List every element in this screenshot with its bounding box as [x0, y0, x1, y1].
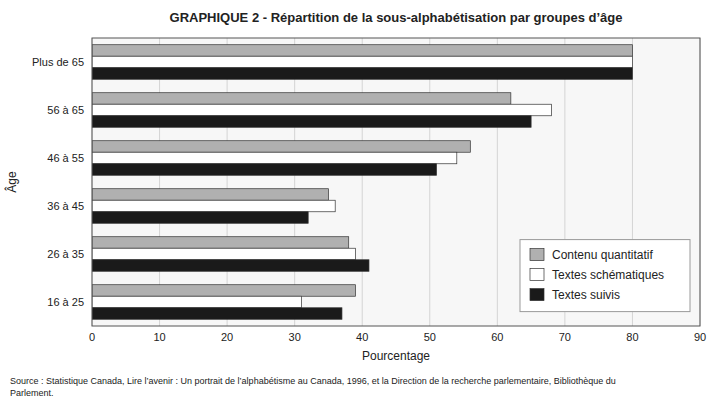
- bar: [92, 45, 632, 57]
- y-tick-label: Plus de 65: [32, 56, 84, 68]
- legend-swatch: [530, 289, 544, 301]
- bar: [92, 152, 457, 164]
- bar: [92, 104, 551, 116]
- x-tick-label: 50: [424, 331, 436, 343]
- x-tick-label: 20: [221, 331, 233, 343]
- bar: [92, 237, 349, 249]
- legend-swatch: [530, 269, 544, 281]
- y-axis-label: Âge: [4, 171, 19, 193]
- source-note: Parlement.: [10, 388, 54, 398]
- y-tick-label: 46 à 55: [47, 152, 84, 164]
- grid-line: [497, 38, 498, 326]
- plot-frame: [92, 38, 700, 326]
- x-tick-label: 40: [356, 331, 368, 343]
- legend-swatch: [530, 249, 544, 261]
- x-tick-label: 30: [289, 331, 301, 343]
- bar: [92, 141, 470, 153]
- x-tick-label: 10: [153, 331, 165, 343]
- legend-box: [520, 240, 690, 312]
- chart: GRAPHIQUE 2 - Répartition de la sous-alp…: [0, 0, 720, 412]
- bar: [92, 93, 511, 105]
- bar: [92, 189, 328, 201]
- plot-area: [92, 38, 700, 326]
- bar: [92, 200, 335, 212]
- chart-container: GRAPHIQUE 2 - Répartition de la sous-alp…: [0, 0, 720, 412]
- bar: [92, 56, 632, 68]
- bar: [92, 212, 308, 224]
- legend-label: Textes schématiques: [552, 268, 664, 282]
- bar: [92, 68, 632, 80]
- grid-line: [429, 38, 430, 326]
- bar: [92, 164, 437, 176]
- x-tick-label: 80: [626, 331, 638, 343]
- legend-label: Contenu quantitatif: [552, 248, 653, 262]
- bar: [92, 260, 369, 272]
- legend-label: Textes suivis: [552, 288, 620, 302]
- y-tick-label: 16 à 25: [47, 296, 84, 308]
- y-tick-label: 36 à 45: [47, 200, 84, 212]
- y-tick-label: 26 à 35: [47, 248, 84, 260]
- bar: [92, 308, 342, 320]
- y-tick-label: 56 à 65: [47, 104, 84, 116]
- bar: [92, 296, 301, 308]
- grid-line: [227, 38, 228, 326]
- title: GRAPHIQUE 2 - Répartition de la sous-alp…: [170, 10, 623, 25]
- bar: [92, 116, 531, 128]
- bar: [92, 248, 355, 260]
- x-tick-label: 70: [559, 331, 571, 343]
- grid-line: [159, 38, 160, 326]
- source-note: Source : Statistique Canada, Lire l’aven…: [10, 376, 616, 386]
- x-tick-label: 60: [491, 331, 503, 343]
- legend: Contenu quantitatif Textes schématiques Te…: [520, 240, 690, 312]
- bar: [92, 285, 355, 297]
- x-axis-label: Pourcentage: [362, 349, 430, 363]
- grid-line: [362, 38, 363, 326]
- x-tick-label: 90: [694, 331, 706, 343]
- grid: [92, 38, 700, 326]
- grid-line: [294, 38, 295, 326]
- x-tick-label: 0: [89, 331, 95, 343]
